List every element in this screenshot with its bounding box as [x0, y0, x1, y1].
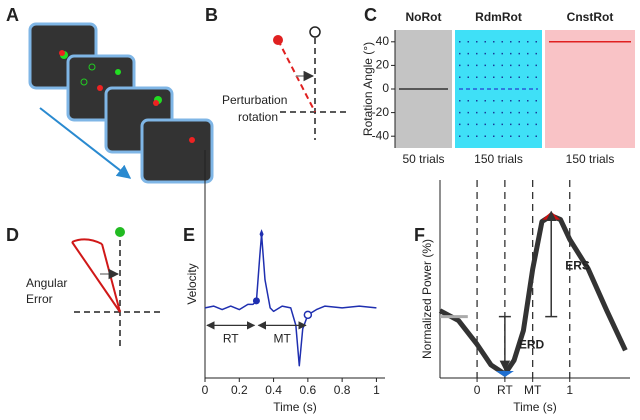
- change-label: ERS: [565, 258, 590, 272]
- panel-label: B: [205, 5, 218, 25]
- marker: [252, 297, 260, 305]
- x-tick-label: 0.8: [334, 383, 351, 397]
- x-tick-label: 0.4: [265, 383, 282, 397]
- x-tick-label: 0: [474, 383, 481, 397]
- task-screens: [28, 22, 214, 184]
- diagram-label: Error: [26, 292, 53, 306]
- trace: [204, 233, 377, 367]
- phase-name: CnstRot: [567, 10, 614, 24]
- panel-label: A: [6, 5, 19, 25]
- x-tick-label: MT: [524, 383, 542, 397]
- trace: [438, 213, 628, 377]
- y-axis-label: Velocity: [185, 263, 199, 304]
- x-axis-label: Time (s): [513, 400, 557, 414]
- marker: [259, 229, 264, 240]
- y-tick-label: 40: [376, 34, 390, 48]
- x-axis-label: Time (s): [273, 400, 317, 414]
- trials-label: 50 trials: [402, 152, 444, 166]
- y-tick-label: 20: [376, 58, 390, 72]
- y-tick-label: -20: [372, 105, 390, 119]
- y-axis-label: Rotation Angle (°): [361, 42, 375, 136]
- rotation-diagram: Perturbation rotation: [222, 26, 348, 140]
- x-tick-label: 0.6: [300, 383, 317, 397]
- x-tick-label: RT: [497, 383, 513, 397]
- interval-label: MT: [273, 332, 291, 346]
- phase-name: RdmRot: [475, 10, 522, 24]
- y-tick-label: 0: [382, 81, 389, 95]
- panel-label: F: [414, 225, 425, 245]
- x-tick-label: 1: [566, 383, 573, 397]
- change-label: ERD: [519, 338, 545, 352]
- panel-label: C: [364, 5, 377, 25]
- phase-region: [545, 30, 635, 148]
- panel-label: E: [183, 225, 195, 245]
- diagram-label: Angular: [26, 276, 67, 290]
- x-tick-label: 0.2: [231, 383, 248, 397]
- x-tick-label: 1: [373, 383, 380, 397]
- marker: [495, 371, 514, 378]
- error-diagram: Angular Error: [26, 227, 162, 348]
- trials-label: 150 trials: [566, 152, 615, 166]
- panel-label: D: [6, 225, 19, 245]
- marker: [303, 310, 313, 320]
- x-tick-label: 0: [202, 383, 209, 397]
- trials-label: 150 trials: [474, 152, 523, 166]
- interval-label: RT: [223, 332, 239, 346]
- y-tick-label: -40: [372, 128, 390, 142]
- phase-name: NoRot: [406, 10, 442, 24]
- diagram-label: Perturbation: [222, 93, 287, 107]
- y-axis-label: Normalized Power (%): [420, 239, 434, 359]
- diagram-label: rotation: [238, 110, 278, 124]
